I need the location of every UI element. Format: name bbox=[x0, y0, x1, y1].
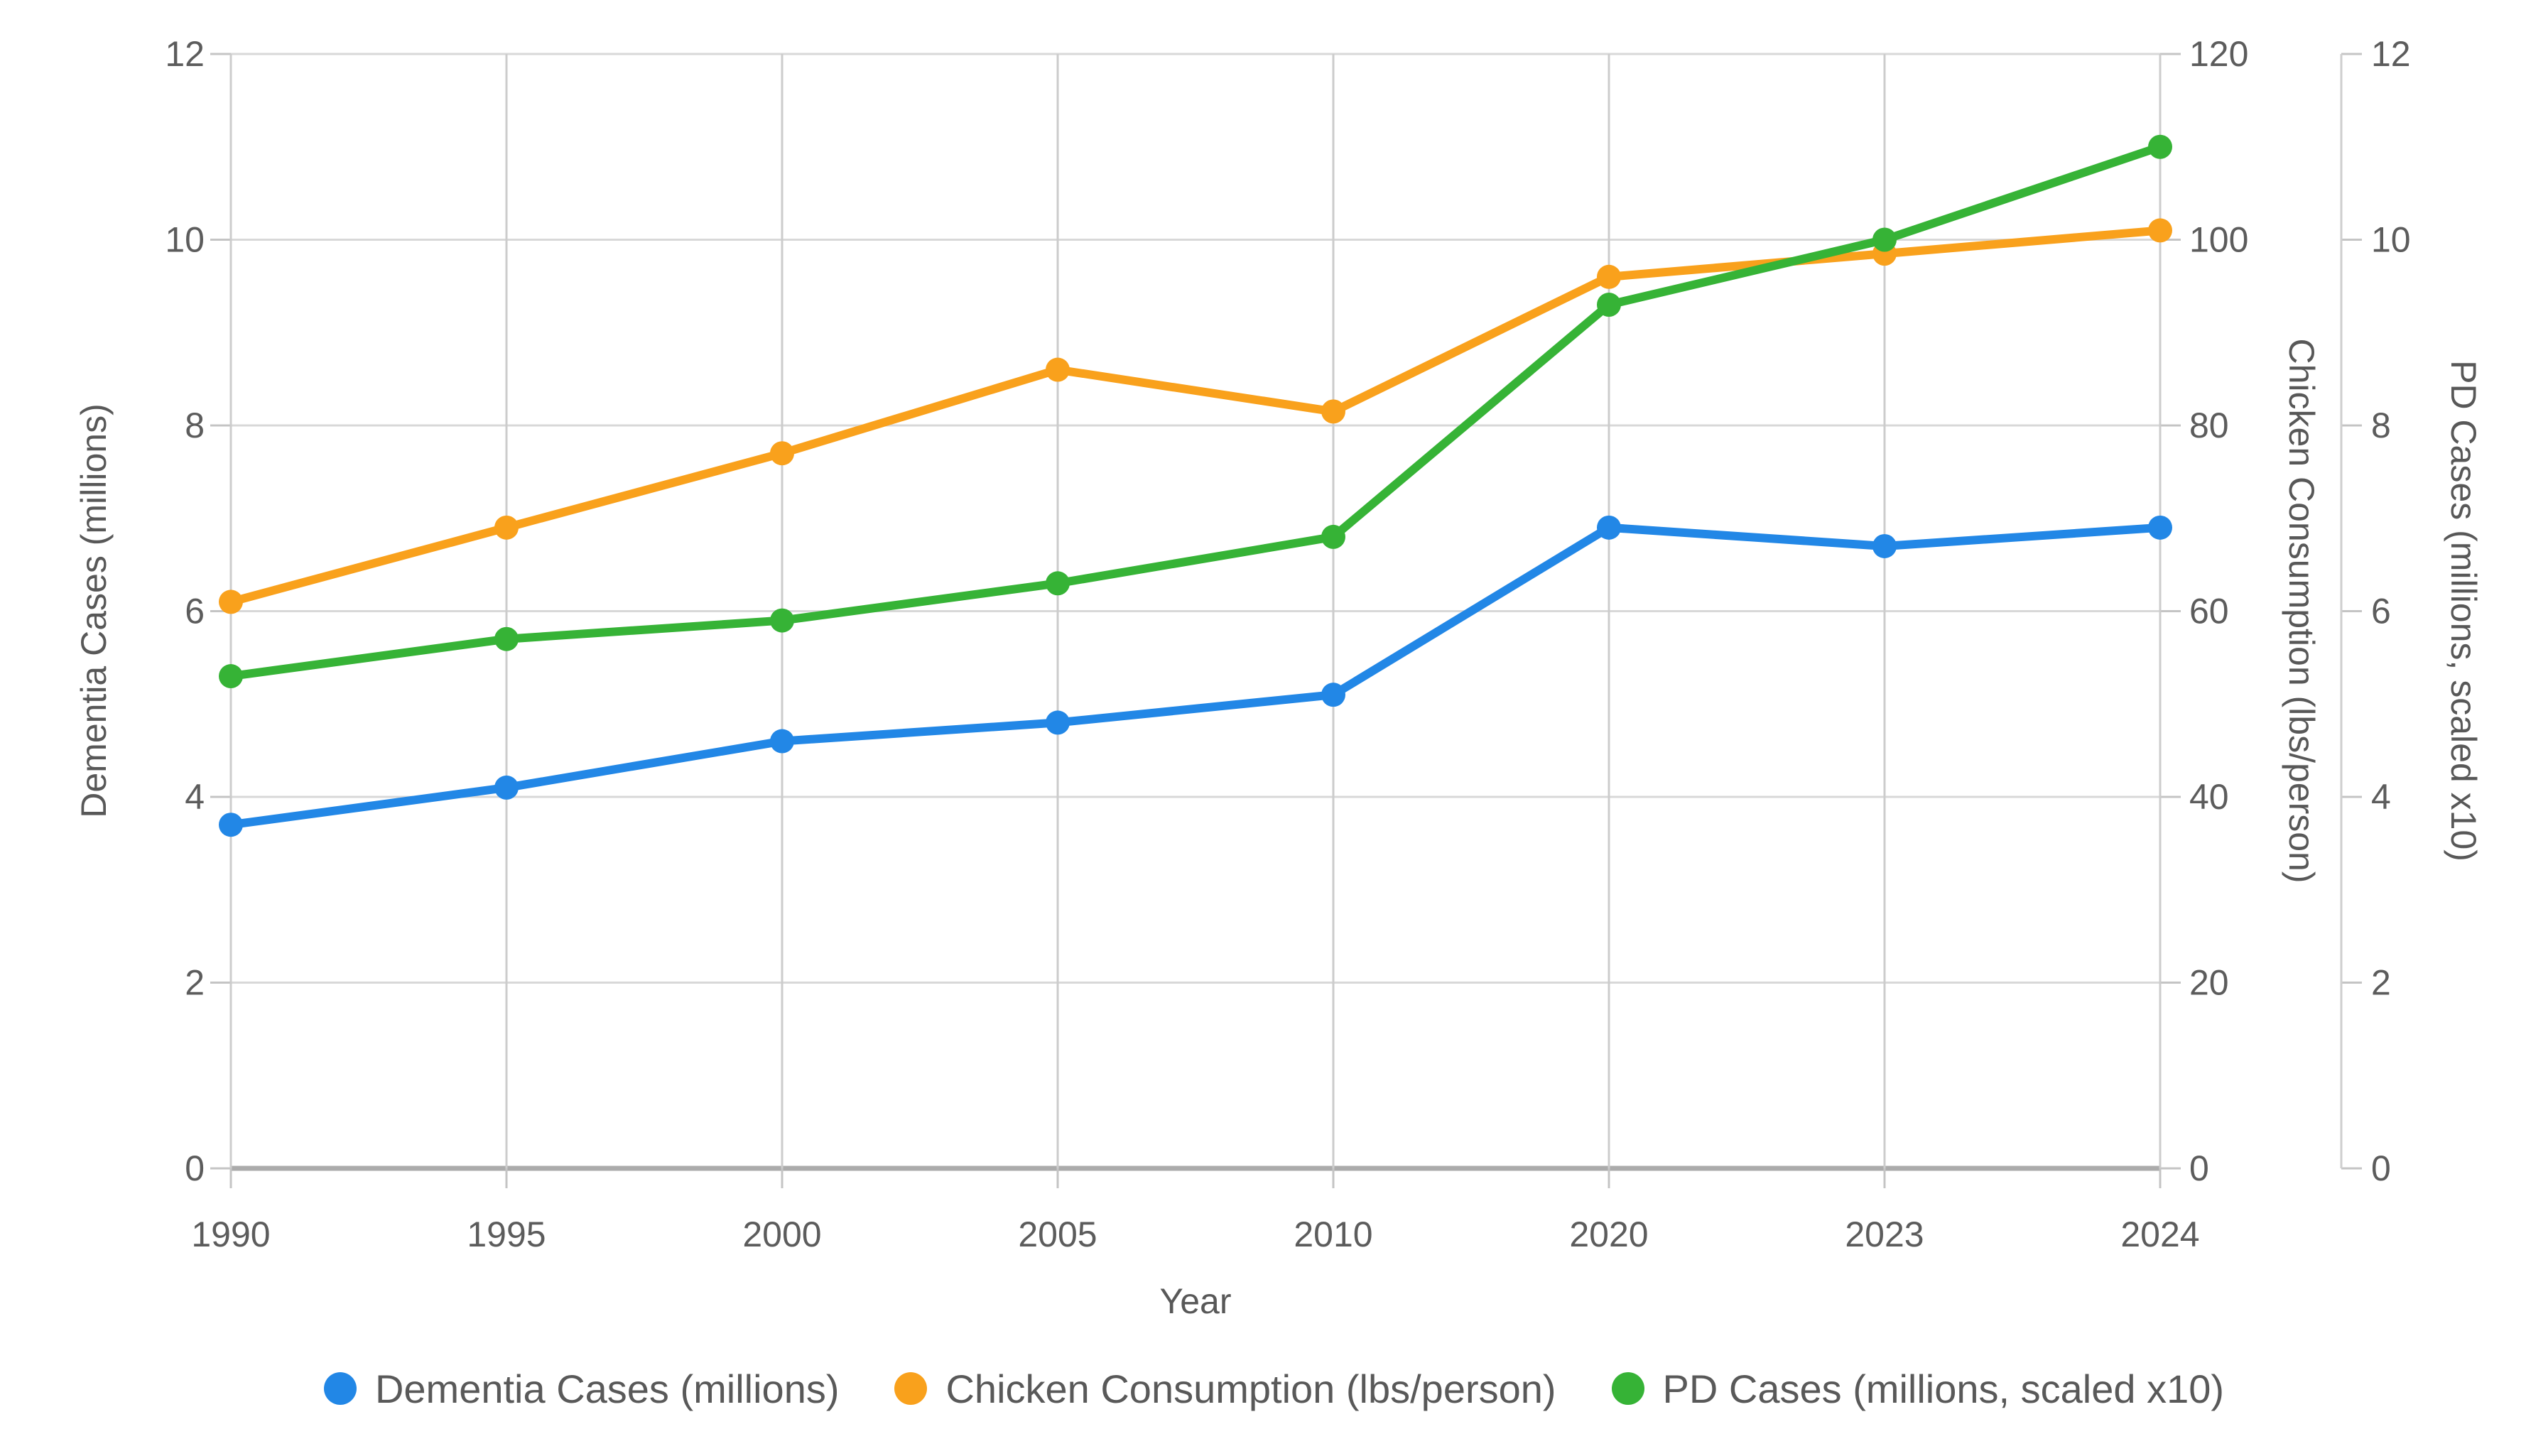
data-point[interactable] bbox=[2148, 134, 2172, 159]
data-point[interactable] bbox=[1872, 227, 1897, 252]
left-axis-tick-label: 2 bbox=[185, 963, 205, 1003]
left-axis-tick-label: 0 bbox=[185, 1148, 205, 1188]
data-point[interactable] bbox=[1597, 293, 1621, 317]
left-axis-tick-label: 8 bbox=[185, 406, 205, 445]
x-axis-tick-label: 2020 bbox=[1569, 1215, 1648, 1254]
chicken-axis-tick-label: 20 bbox=[2189, 963, 2229, 1003]
data-point[interactable] bbox=[2148, 218, 2172, 243]
pd-axis-tick-label: 2 bbox=[2371, 963, 2391, 1003]
x-axis-tick-label: 1990 bbox=[191, 1215, 270, 1254]
data-point[interactable] bbox=[494, 775, 519, 800]
left-axis-title: Dementia Cases (millions) bbox=[74, 403, 114, 818]
data-point[interactable] bbox=[1046, 357, 1070, 382]
pd-axis-tick-label: 4 bbox=[2371, 777, 2391, 817]
x-axis-title: Year bbox=[1159, 1281, 1232, 1321]
legend-label: Dementia Cases (millions) bbox=[374, 1366, 840, 1411]
legend-label: Chicken Consumption (lbs/person) bbox=[945, 1366, 1556, 1411]
data-point[interactable] bbox=[219, 664, 243, 689]
pd-axis-tick-label: 0 bbox=[2371, 1148, 2391, 1188]
pd-axis-tick-label: 10 bbox=[2371, 220, 2411, 260]
data-point[interactable] bbox=[219, 590, 243, 614]
legend-dot-orange-icon bbox=[894, 1372, 928, 1405]
data-point[interactable] bbox=[1046, 710, 1070, 735]
chicken-axis-tick-label: 100 bbox=[2189, 220, 2248, 260]
x-axis-tick-label: 1995 bbox=[467, 1215, 546, 1254]
x-axis-tick-label: 2024 bbox=[2120, 1215, 2199, 1254]
pd-axis-tick-label: 12 bbox=[2371, 34, 2411, 74]
data-point[interactable] bbox=[494, 626, 519, 651]
data-point[interactable] bbox=[770, 608, 794, 633]
left-axis-tick-label: 10 bbox=[165, 220, 205, 260]
legend-dot-blue-icon bbox=[323, 1372, 357, 1405]
left-axis-tick-label: 6 bbox=[185, 592, 205, 631]
data-point[interactable] bbox=[1046, 571, 1070, 596]
pd-axis-tick-label: 6 bbox=[2371, 592, 2391, 631]
left-axis-tick-label: 12 bbox=[165, 34, 205, 74]
x-axis-tick-label: 2005 bbox=[1018, 1215, 1097, 1254]
legend-label: PD Cases (millions, scaled x10) bbox=[1662, 1366, 2225, 1411]
right-axis-title-pd: PD Cases (millions, scaled x10) bbox=[2444, 360, 2483, 862]
data-point[interactable] bbox=[1597, 264, 1621, 289]
chicken-axis-tick-label: 40 bbox=[2189, 777, 2229, 817]
chicken-axis-tick-label: 80 bbox=[2189, 406, 2229, 445]
legend-item-chicken[interactable]: Chicken Consumption (lbs/person) bbox=[894, 1366, 1556, 1412]
data-point[interactable] bbox=[494, 515, 519, 540]
series-line-1 bbox=[227, 226, 2164, 607]
data-point[interactable] bbox=[1321, 524, 1345, 549]
chicken-axis-tick-label: 120 bbox=[2189, 34, 2248, 74]
chicken-axis-tick-label: 0 bbox=[2189, 1148, 2209, 1188]
x-axis-tick-label: 2000 bbox=[742, 1215, 821, 1254]
x-axis-tick-label: 2010 bbox=[1294, 1215, 1372, 1254]
legend-item-dementia[interactable]: Dementia Cases (millions) bbox=[323, 1366, 840, 1412]
chicken-axis-tick-label: 60 bbox=[2189, 592, 2229, 631]
data-point[interactable] bbox=[1597, 515, 1621, 540]
data-point[interactable] bbox=[770, 729, 794, 754]
legend-item-pd[interactable]: PD Cases (millions, scaled x10) bbox=[1611, 1366, 2225, 1412]
chart-legend: Dementia Cases (millions) Chicken Consum… bbox=[0, 1346, 2548, 1431]
data-point[interactable] bbox=[219, 813, 243, 837]
pd-axis-tick-label: 8 bbox=[2371, 406, 2391, 445]
left-axis-tick-label: 4 bbox=[185, 777, 205, 817]
right-axis-title-chicken: Chicken Consumption (lbs/person) bbox=[2282, 338, 2321, 884]
data-point[interactable] bbox=[1321, 399, 1345, 424]
data-point[interactable] bbox=[770, 441, 794, 466]
data-point[interactable] bbox=[2148, 515, 2172, 540]
x-axis-tick-label: 2023 bbox=[1845, 1215, 1924, 1254]
series-line-2 bbox=[227, 142, 2164, 681]
series-line-0 bbox=[227, 523, 2164, 830]
data-point[interactable] bbox=[1872, 533, 1897, 558]
legend-dot-green-icon bbox=[1611, 1372, 1644, 1405]
data-point[interactable] bbox=[1321, 683, 1345, 707]
